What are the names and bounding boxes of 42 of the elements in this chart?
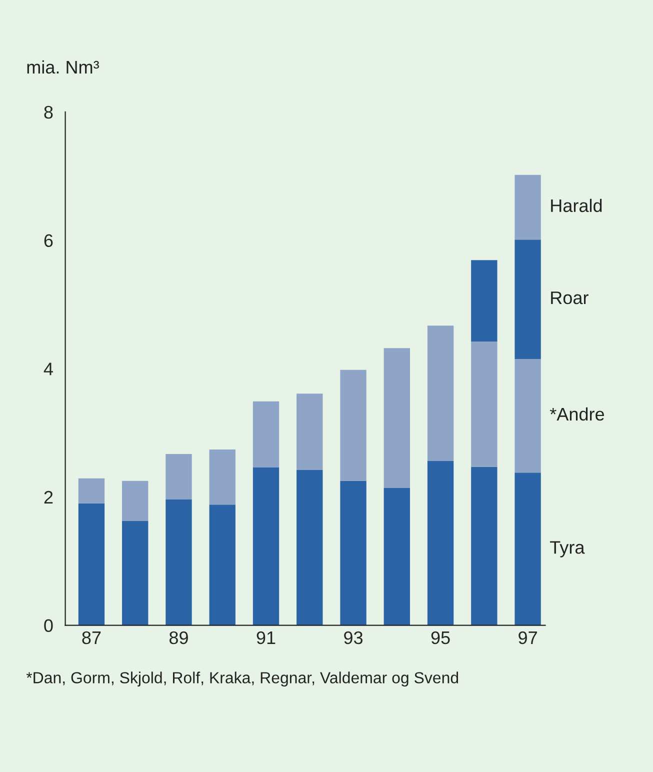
x-tick-label: 91 — [256, 631, 276, 644]
bar — [340, 480, 366, 626]
x-tick-label: 95 — [431, 631, 450, 644]
series-label: Harald — [551, 198, 602, 212]
x-tick-label: 87 — [82, 631, 101, 644]
bar — [427, 326, 454, 462]
series-label: Roar — [551, 292, 588, 304]
bar — [166, 454, 192, 500]
bar — [514, 472, 541, 626]
bar — [514, 174, 541, 240]
y-axis-title: mia. Nm³ — [27, 60, 99, 74]
bar — [471, 260, 498, 342]
series-label: *Andre — [550, 407, 604, 421]
bar — [122, 480, 148, 521]
bar — [252, 467, 280, 626]
bar — [209, 504, 236, 626]
bar — [384, 348, 410, 488]
bar — [252, 401, 280, 468]
bar — [209, 449, 236, 505]
bar — [471, 466, 498, 626]
series-label: Tyra — [550, 541, 585, 558]
bar — [514, 359, 541, 473]
bar — [296, 470, 323, 626]
x-tick-label: 89 — [169, 631, 188, 644]
y-tick-label: 8 — [44, 106, 53, 119]
bar — [471, 342, 498, 467]
bar — [166, 500, 192, 626]
bar — [384, 488, 410, 626]
y-tick-label: 6 — [44, 234, 53, 248]
bar — [427, 461, 454, 626]
y-tick-label: 4 — [44, 362, 53, 376]
y-tick-label: 0 — [44, 619, 53, 632]
bar — [78, 478, 105, 504]
y-tick-label: 2 — [44, 490, 53, 504]
bar — [514, 240, 541, 360]
x-tick-label: 97 — [518, 631, 537, 644]
x-tick-label: 93 — [344, 631, 363, 644]
bar — [78, 503, 105, 626]
bar — [340, 370, 366, 481]
text: *Dan, Gorm, Skjold, Rolf, Kraka, Regnar, Valdemar og Svend — [26, 672, 458, 687]
bar — [296, 394, 323, 470]
bar — [122, 520, 148, 626]
